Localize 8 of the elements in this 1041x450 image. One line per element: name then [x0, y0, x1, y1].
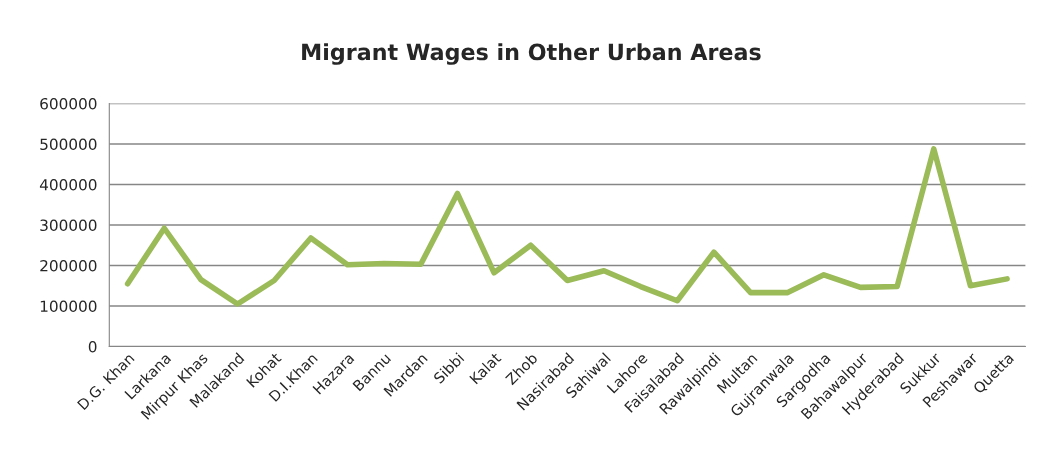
- y-tick-label: 600000: [40, 97, 97, 110]
- y-tick-label: 100000: [40, 300, 97, 313]
- y-tick-label: 300000: [40, 219, 97, 232]
- y-tick-label: 0: [88, 340, 97, 353]
- y-tick-label: 200000: [40, 259, 97, 272]
- chart-title: Migrant Wages in Other Urban Areas: [302, 43, 761, 65]
- y-tick-label: 400000: [39, 178, 97, 191]
- y-tick-label: 500000: [40, 138, 97, 151]
